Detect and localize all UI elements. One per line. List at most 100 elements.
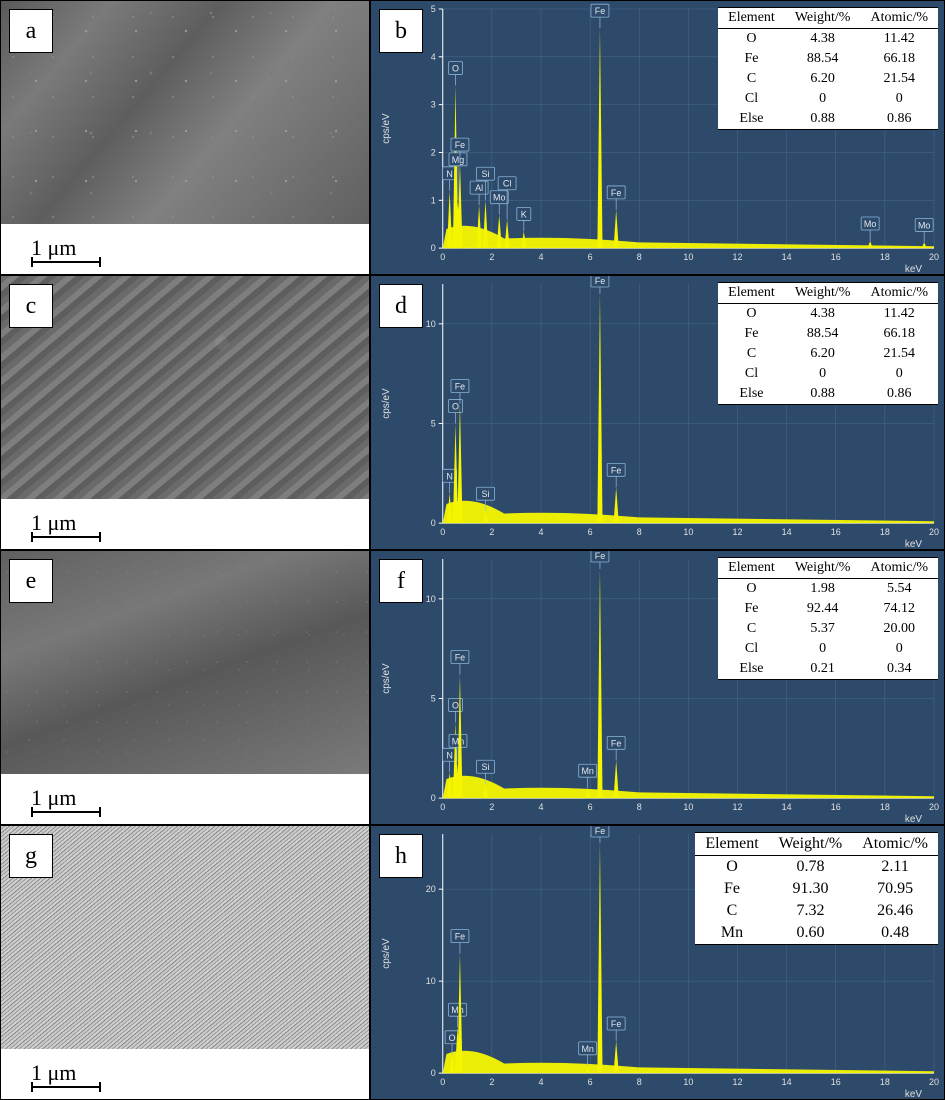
- panel-label: d: [379, 284, 423, 328]
- sem-panel-e: e 1 μm: [0, 550, 370, 825]
- table-row: O1.985.54: [718, 579, 938, 600]
- svg-text:keV: keV: [905, 264, 923, 275]
- table-cell: 5.37: [785, 619, 861, 639]
- svg-text:20: 20: [929, 527, 939, 537]
- table-row: Cl00: [718, 364, 938, 384]
- peak-label: Fe: [455, 932, 465, 942]
- table-cell: 4.38: [785, 29, 861, 50]
- svg-text:12: 12: [733, 802, 743, 812]
- table-cell: 26.46: [852, 900, 938, 922]
- table-cell: 0: [785, 639, 861, 659]
- svg-text:keV: keV: [905, 539, 923, 550]
- table-cell: Cl: [718, 364, 785, 384]
- table-cell: Else: [718, 659, 785, 680]
- table-cell: 66.18: [860, 324, 938, 344]
- table-cell: C: [718, 69, 785, 89]
- panel-label: h: [379, 834, 423, 878]
- svg-text:0: 0: [440, 802, 445, 812]
- svg-text:cps/eV: cps/eV: [381, 663, 392, 694]
- figure-grid: a1 μmb02468101214161820012345cps/eVkeVNO…: [0, 0, 945, 1100]
- peak-label: Fe: [595, 276, 605, 286]
- svg-text:cps/eV: cps/eV: [381, 113, 392, 144]
- svg-text:20: 20: [929, 252, 939, 262]
- eds-peak: [505, 219, 510, 248]
- svg-text:0: 0: [440, 1077, 445, 1087]
- svg-text:12: 12: [733, 1077, 743, 1087]
- peak-label: Fe: [595, 826, 605, 836]
- svg-text:16: 16: [831, 1077, 841, 1087]
- svg-text:2: 2: [431, 147, 436, 157]
- svg-text:14: 14: [782, 1077, 792, 1087]
- table-row: Mn0.600.48: [695, 922, 938, 945]
- scalebar-text: 1 μm: [31, 235, 76, 261]
- table-row: Fe88.5466.18: [718, 49, 938, 69]
- table-cell: Mn: [695, 922, 768, 945]
- sem-image: e: [1, 551, 369, 774]
- eds-peak: [447, 191, 452, 248]
- table-header: Atomic/%: [860, 558, 938, 579]
- svg-text:8: 8: [637, 1077, 642, 1087]
- table-cell: Cl: [718, 89, 785, 109]
- svg-text:cps/eV: cps/eV: [381, 388, 392, 419]
- table-header: Atomic/%: [860, 8, 938, 29]
- panel-label: f: [379, 559, 423, 603]
- table-cell: 2.11: [852, 856, 938, 879]
- svg-text:12: 12: [733, 252, 743, 262]
- panel-label: g: [9, 834, 53, 878]
- table-cell: 21.54: [860, 69, 938, 89]
- peak-label: Mo: [918, 220, 930, 230]
- svg-text:10: 10: [683, 527, 693, 537]
- svg-text:14: 14: [782, 802, 792, 812]
- svg-text:12: 12: [733, 527, 743, 537]
- sem-panel-c: c1 μm: [0, 275, 370, 550]
- svg-text:8: 8: [637, 802, 642, 812]
- table-cell: 6.20: [785, 69, 861, 89]
- svg-text:5: 5: [431, 693, 436, 703]
- table-row: O0.782.11: [695, 856, 938, 879]
- peak-label: Mo: [864, 219, 876, 229]
- scalebar-text: 1 μm: [31, 510, 76, 536]
- composition-table: ElementWeight/%Atomic/%O0.782.11Fe91.307…: [695, 832, 938, 945]
- eds-panel-b: b02468101214161820012345cps/eVkeVNOMgFeA…: [370, 0, 945, 275]
- panel-label: e: [9, 559, 53, 603]
- svg-text:10: 10: [683, 1077, 693, 1087]
- svg-text:4: 4: [431, 52, 436, 62]
- svg-text:18: 18: [880, 1077, 890, 1087]
- peak-label: O: [452, 402, 459, 412]
- svg-text:10: 10: [426, 319, 436, 329]
- svg-text:4: 4: [539, 802, 544, 812]
- table-header: Atomic/%: [860, 283, 938, 304]
- eds-panel-d: d024681012141618200510cps/eVkeVNOFeSiFeF…: [370, 275, 945, 550]
- table-cell: O: [718, 579, 785, 600]
- scalebar: 1 μm: [31, 785, 101, 813]
- table-row: O4.3811.42: [718, 29, 938, 50]
- table-cell: 1.98: [785, 579, 861, 600]
- peak-label: Fe: [595, 6, 605, 16]
- peak-label: Mn: [581, 766, 593, 776]
- svg-text:20: 20: [426, 884, 436, 894]
- eds-peak: [614, 760, 619, 798]
- peak-label: K: [521, 209, 527, 219]
- table-cell: 74.12: [860, 599, 938, 619]
- scalebar-line: [31, 1086, 101, 1088]
- svg-text:0: 0: [431, 518, 436, 528]
- peak-label: N: [446, 169, 452, 179]
- table-cell: C: [718, 619, 785, 639]
- svg-text:4: 4: [539, 527, 544, 537]
- table-header: Atomic/%: [852, 833, 938, 856]
- svg-text:6: 6: [588, 1077, 593, 1087]
- svg-text:keV: keV: [905, 1089, 923, 1100]
- svg-text:0: 0: [431, 793, 436, 803]
- table-row: Else0.210.34: [718, 659, 938, 680]
- peak-label: O: [452, 64, 459, 74]
- table-cell: Fe: [718, 49, 785, 69]
- table-cell: 0: [860, 639, 938, 659]
- table-cell: 70.95: [852, 878, 938, 900]
- table-cell: 11.42: [860, 304, 938, 325]
- table-header: Element: [718, 8, 785, 29]
- table-cell: 88.54: [785, 324, 861, 344]
- eds-peak: [868, 241, 873, 248]
- eds-peak: [614, 487, 619, 523]
- table-cell: 6.20: [785, 344, 861, 364]
- svg-text:0: 0: [440, 252, 445, 262]
